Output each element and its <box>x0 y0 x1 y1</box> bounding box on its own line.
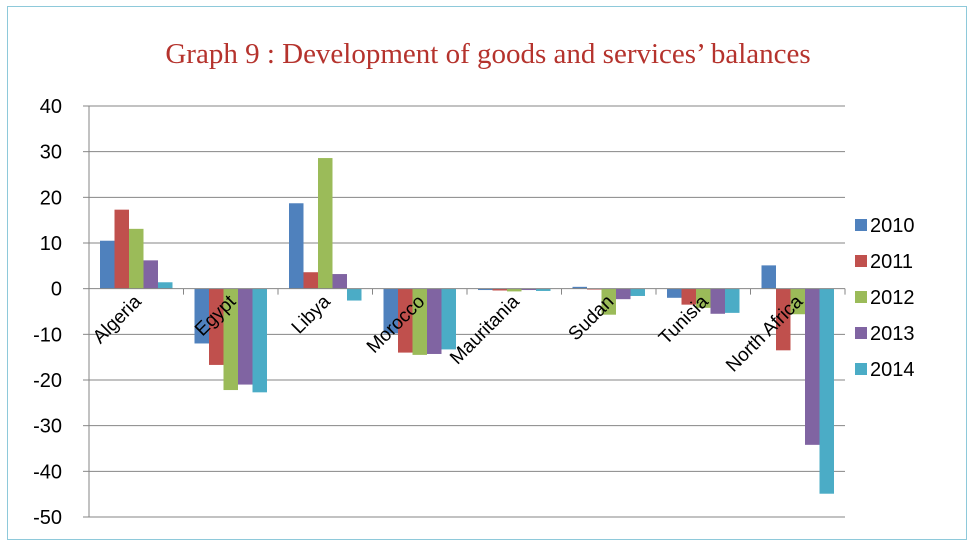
y-tick-label: 0 <box>51 279 62 301</box>
legend-label-2011: 2011 <box>870 251 913 273</box>
legend-swatch-2010 <box>855 219 867 231</box>
bar-2013-mauritania <box>521 288 536 291</box>
bar-2012-algeria <box>129 228 144 289</box>
bar-2014-egypt <box>252 288 267 393</box>
bar-2012-north-africa <box>790 288 805 315</box>
bar-2011-egypt <box>209 288 224 365</box>
bar-2014-sudan <box>630 288 645 296</box>
bar-2013-libya <box>332 274 347 289</box>
bar-2014-libya <box>347 288 362 301</box>
legend-swatch-2013 <box>855 327 867 339</box>
x-category-label: Sudan <box>565 291 619 345</box>
legend-label-2013: 2013 <box>870 323 915 345</box>
y-tick-label: -20 <box>33 370 62 392</box>
chart-title: Graph 9 : Development of goods and servi… <box>165 38 811 70</box>
bar-2012-egypt <box>223 288 238 391</box>
y-tick-label: -40 <box>33 461 62 483</box>
y-tick-label: 40 <box>40 96 62 118</box>
bar-2011-libya <box>303 272 318 289</box>
bar-2011-tunisia <box>681 288 696 305</box>
bar-2012-tunisia <box>696 288 711 308</box>
bar-2010-sudan <box>572 286 587 289</box>
bar-2010-algeria <box>100 240 115 289</box>
legend-label-2012: 2012 <box>870 287 915 309</box>
x-category-label: Mauritania <box>446 291 524 369</box>
legend-label-2014: 2014 <box>870 359 915 381</box>
y-tick-label: 30 <box>40 142 62 164</box>
x-category-label: Libya <box>288 291 335 338</box>
y-tick-label: 10 <box>40 233 62 255</box>
legend-swatch-2011 <box>855 255 867 267</box>
bar-2011-mauritania <box>492 288 507 291</box>
bar-2010-egypt <box>194 288 209 344</box>
chart-frame <box>7 6 967 540</box>
y-tick-label: 20 <box>40 187 62 209</box>
bar-2012-mauritania <box>507 288 522 292</box>
bar-2014-mauritania <box>536 288 551 291</box>
bar-2010-libya <box>289 203 304 289</box>
bar-2014-north-africa <box>819 288 834 494</box>
bar-2013-algeria <box>143 260 158 289</box>
bar-2013-north-africa <box>805 288 820 445</box>
bar-2014-algeria <box>158 282 173 289</box>
legend-label-2010: 2010 <box>870 215 915 237</box>
bar-2013-morocco <box>427 288 442 354</box>
legend-swatch-2014 <box>855 363 867 375</box>
y-tick-label: -50 <box>33 507 62 529</box>
bar-2014-morocco <box>441 288 456 350</box>
gridlines <box>89 105 845 518</box>
bar-2012-morocco <box>412 288 427 355</box>
x-category-label: Algeria <box>89 291 146 348</box>
legend-swatch-2012 <box>855 291 867 303</box>
bar-2011-morocco <box>398 288 413 353</box>
bar-2013-sudan <box>616 288 631 300</box>
bar-2011-north-africa <box>776 288 791 351</box>
bar-2010-mauritania <box>478 288 493 291</box>
bar-2014-tunisia <box>725 288 740 313</box>
bar-2010-tunisia <box>667 288 682 298</box>
bars <box>100 158 834 494</box>
legend: 2010 2011 2012 2013 2014 <box>855 215 915 381</box>
y-tick-label: -10 <box>33 324 62 346</box>
bar-2010-morocco <box>383 288 398 334</box>
bar-2011-algeria <box>114 209 129 289</box>
bar-2013-egypt <box>238 288 253 385</box>
bar-2013-tunisia <box>710 288 725 314</box>
bar-2012-libya <box>318 158 333 289</box>
bar-2010-north-africa <box>761 265 776 289</box>
y-tick-label: -30 <box>33 416 62 438</box>
bar-2012-sudan <box>601 288 616 315</box>
axes <box>83 105 846 518</box>
